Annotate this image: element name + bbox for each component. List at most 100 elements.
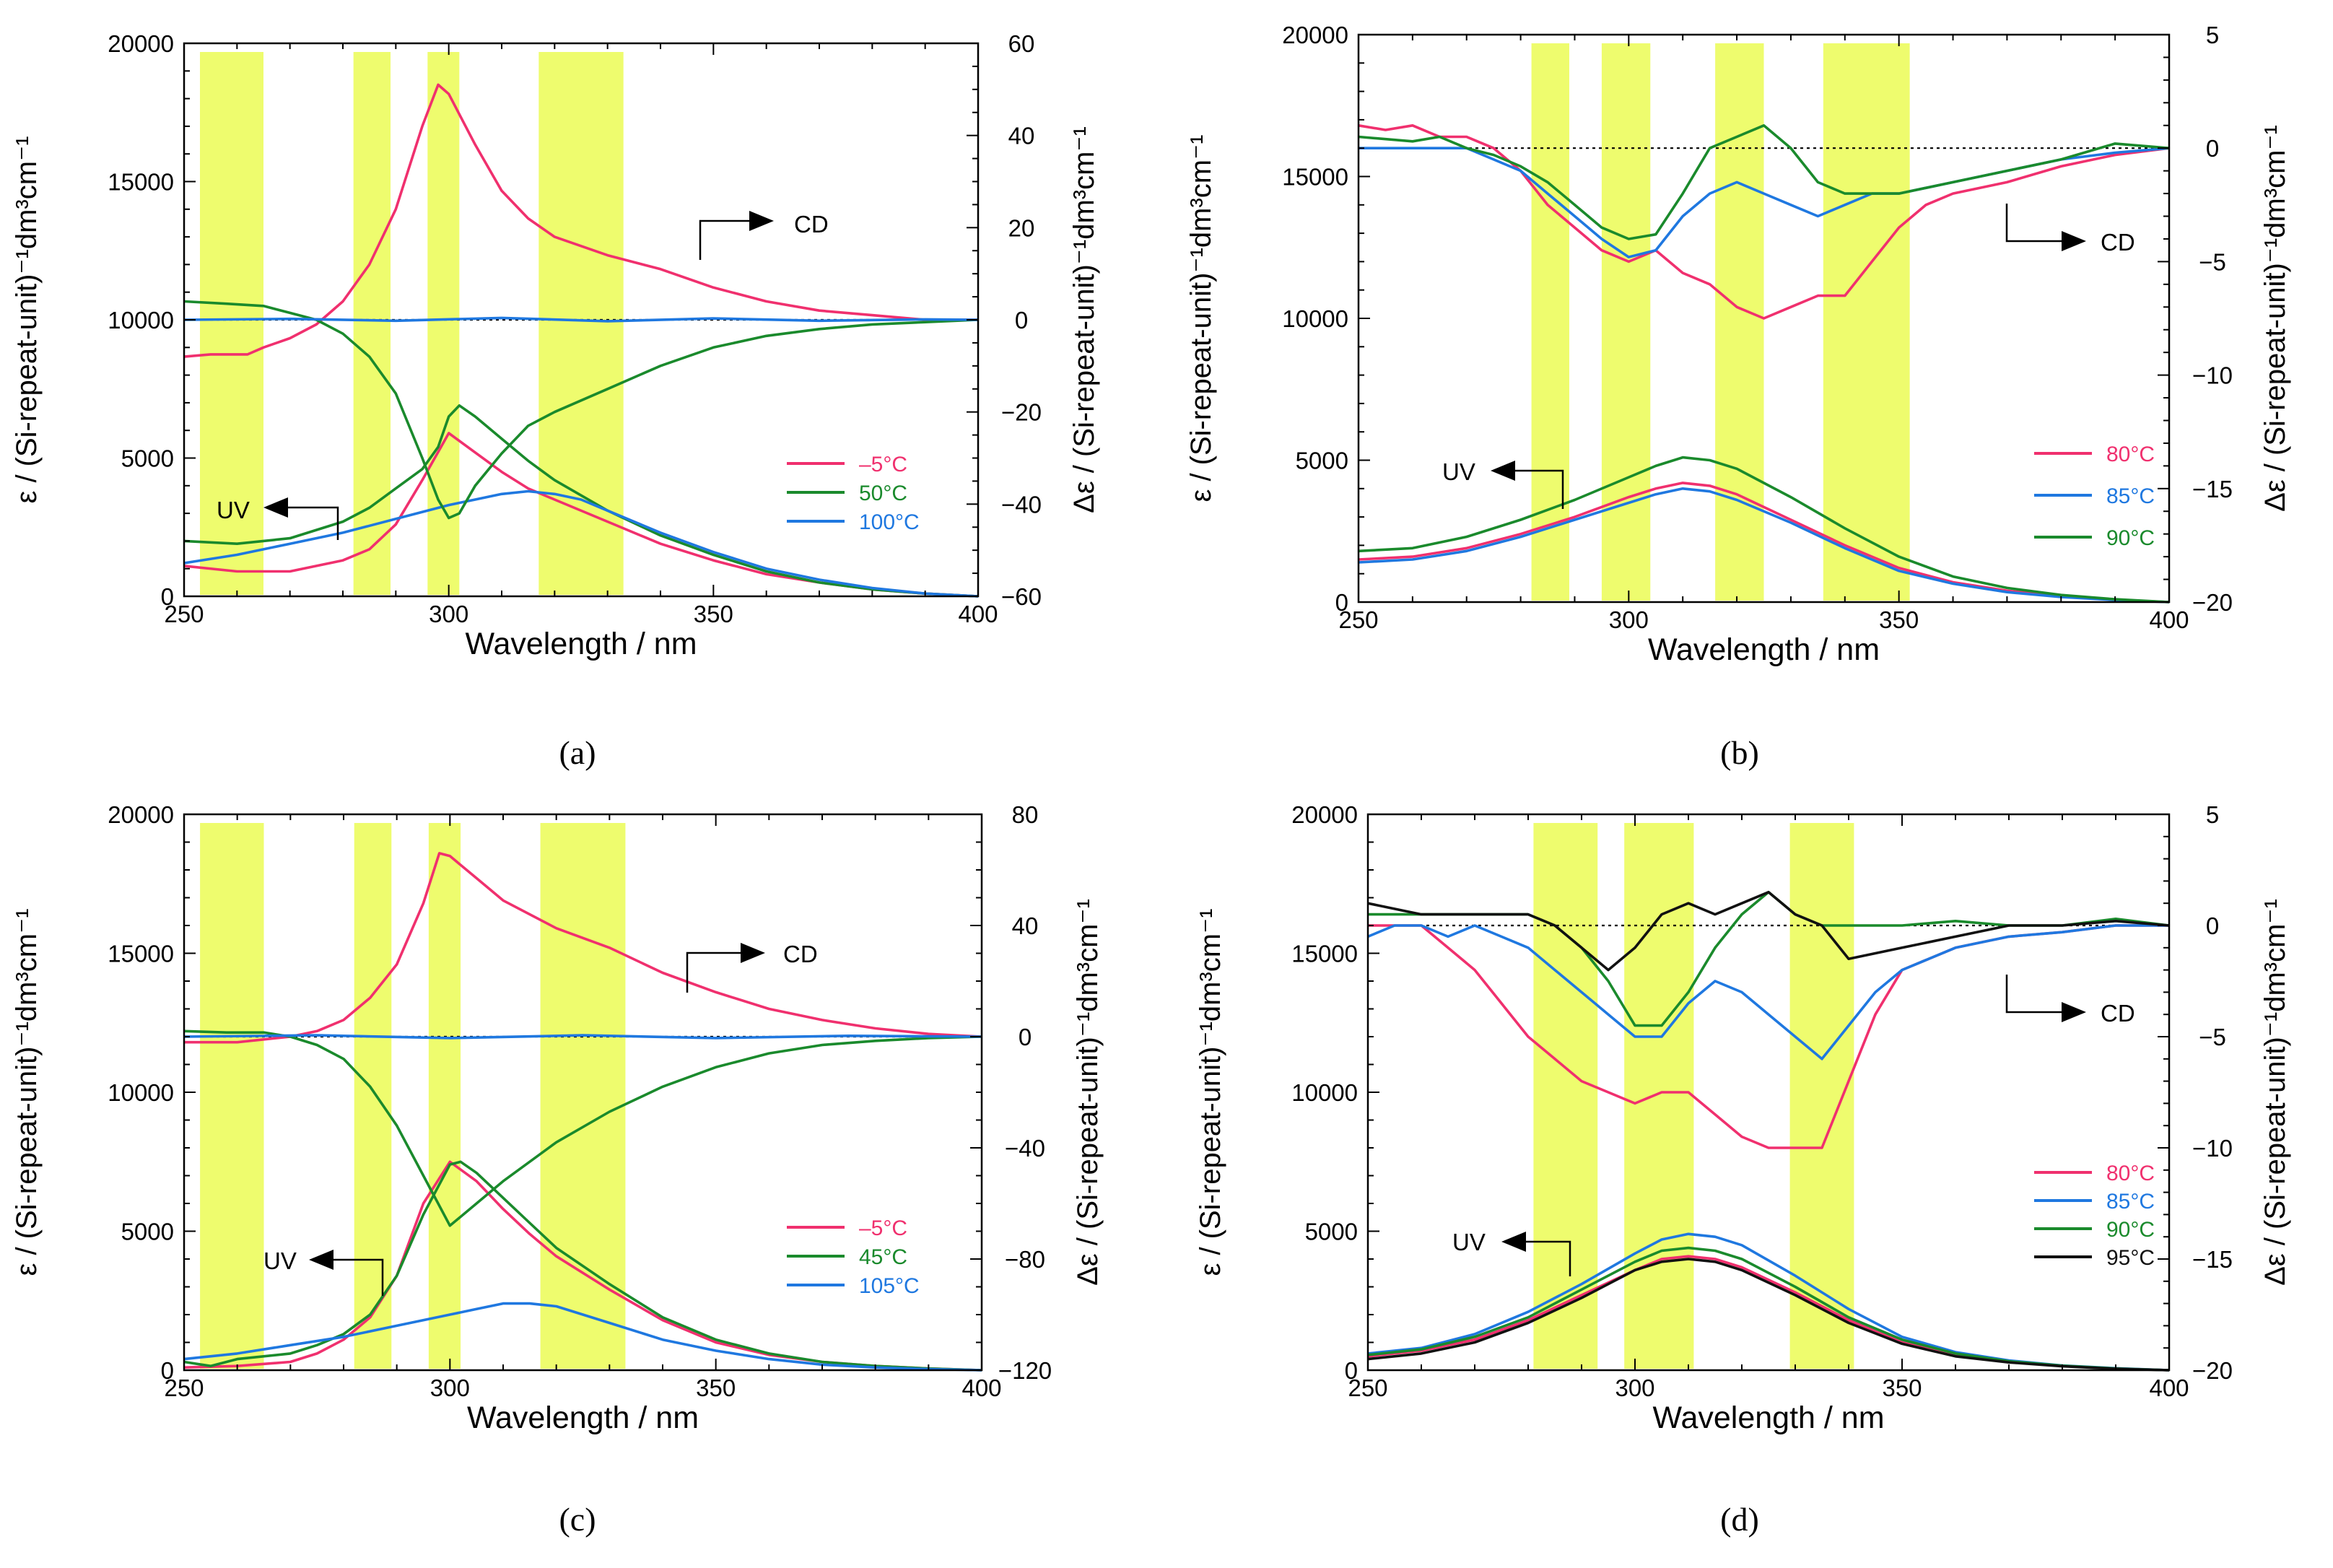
x-axis-title: Wavelength / nm (467, 1401, 699, 1435)
y-axis-title: ε / (Si-repeat-unit)⁻¹dm³cm⁻¹ (1185, 134, 1217, 502)
y2-tick-label: 80 (1012, 801, 1039, 828)
y2-tick-label: 40 (1012, 913, 1039, 939)
y-tick-label: 0 (161, 1357, 174, 1384)
x-tick-label: 250 (164, 1375, 204, 1401)
y-tick-label: 10000 (108, 307, 174, 334)
chart-panel-d: 250 300 350 400 0 5000 10000 15000 20000 −20 −15 −1… (1195, 801, 2291, 1538)
y-tick-label: 0 (161, 583, 174, 610)
uv-annotation-label: UV (263, 1247, 297, 1274)
x-tick-label: 300 (429, 601, 468, 627)
highlight-band-1 (200, 823, 264, 1369)
legend-label-1: –5°C (859, 1216, 907, 1240)
x-axis-title: Wavelength / nm (1652, 1401, 1884, 1435)
y-tick-label: 10000 (1282, 305, 1348, 332)
cd-series-line-1 (184, 852, 982, 1044)
cd-series-line-3 (183, 1034, 982, 1040)
cd-series-line-4 (1367, 891, 2170, 972)
y2-axis-title: Δε / (Si-repeat-unit)⁻¹dm³cm⁻¹ (1072, 899, 1104, 1286)
chart-panel-c: 250 300 350 40005000100001500020000−120−80−… (11, 801, 1104, 1538)
highlight-band-1 (1531, 43, 1569, 601)
y2-tick-label: −20 (1001, 399, 1042, 426)
legend-label-3: 105°C (859, 1274, 920, 1298)
uv-arrow-stem (285, 506, 339, 540)
uv-arrow-stem (331, 1258, 384, 1296)
y2-tick-label: −10 (2192, 1135, 2233, 1162)
y2-axis-title: Δε / (Si-repeat-unit)⁻¹dm³cm⁻¹ (1068, 126, 1100, 513)
y2-tick-label: 0 (2206, 913, 2219, 939)
uv-series-line-3 (1358, 456, 2170, 604)
x-tick-label: 350 (1879, 606, 1919, 633)
x-tick-label: 400 (2149, 1375, 2189, 1401)
y2-tick-label: 5 (2206, 22, 2219, 48)
panel-caption: (a) (559, 734, 596, 771)
y2-tick-label: 40 (1008, 123, 1035, 149)
y-tick-label: 5000 (1305, 1219, 1358, 1245)
uv-annotation-label: UV (1452, 1229, 1486, 1255)
y-tick-label: 15000 (1282, 164, 1348, 191)
highlight-band-2 (354, 823, 392, 1369)
y-axis-title: ε / (Si-repeat-unit)⁻¹dm³cm⁻¹ (11, 908, 43, 1276)
uv-annotation-label: UV (1442, 458, 1475, 485)
uv-arrow-stem (1523, 1240, 1571, 1276)
x-tick-label: 400 (2149, 606, 2189, 633)
y2-tick-label: −20 (2192, 1357, 2233, 1384)
cd-series-line-2 (1367, 924, 2169, 1060)
x-axis-title: Wavelength / nm (1648, 632, 1880, 667)
uv-arrow-head-icon (1501, 1232, 1526, 1252)
cd-annotation-label: CD (2101, 1000, 2135, 1027)
y-tick-label: 15000 (108, 169, 174, 196)
y2-tick-label: −20 (2192, 589, 2233, 616)
cd-arrow-stem (699, 219, 752, 260)
x-tick-label: 350 (1882, 1375, 1922, 1401)
x-tick-label: 300 (1615, 1375, 1654, 1401)
x-tick-label: 350 (696, 1375, 736, 1401)
y2-tick-label: 60 (1008, 30, 1035, 57)
legend-label-2: 85°C (2106, 484, 2155, 508)
y-tick-label: 20000 (1282, 22, 1348, 48)
y2-tick-label: 0 (1015, 307, 1028, 334)
y2-tick-label: −15 (2192, 1246, 2233, 1273)
highlight-band-2 (1624, 823, 1694, 1369)
cd-series-line-3 (1358, 124, 2170, 240)
uv-series-line-2 (1367, 1232, 2170, 1372)
uv-arrow-head-icon (309, 1250, 333, 1270)
legend-label-3: 90°C (2106, 526, 2155, 550)
cd-arrow-head-icon (749, 211, 774, 231)
highlight-band-3 (1715, 43, 1764, 601)
y-tick-label: 20000 (108, 30, 174, 57)
y-tick-label: 10000 (1291, 1079, 1358, 1106)
x-tick-label: 300 (1609, 606, 1649, 633)
cd-arrow-stem (686, 951, 743, 993)
highlight-band-3 (427, 52, 460, 595)
legend-label-4: 95°C (2106, 1246, 2155, 1270)
highlight-band-1 (1533, 823, 1598, 1369)
legend-label-1: –5°C (859, 453, 907, 476)
uv-arrow-head-icon (263, 497, 288, 518)
x-tick-label: 400 (961, 1375, 1001, 1401)
cd-series-line-1 (1368, 924, 2169, 1149)
cd-series-line-3 (183, 316, 979, 323)
y2-axis-title: Δε / (Si-repeat-unit)⁻¹dm³cm⁻¹ (2259, 125, 2291, 512)
uv-series-line-2 (183, 1160, 982, 1372)
y-tick-label: 20000 (1291, 801, 1358, 828)
panel-caption: (b) (1720, 734, 1759, 771)
panel-caption: (c) (559, 1501, 596, 1538)
uv-arrow-stem (1512, 469, 1564, 509)
y2-tick-label: 0 (2206, 135, 2219, 162)
y-tick-label: 15000 (108, 941, 174, 967)
highlight-band-3 (1789, 823, 1854, 1369)
legend-label-2: 50°C (859, 482, 907, 505)
x-axis-title: Wavelength / nm (465, 627, 697, 661)
y-tick-label: 15000 (1291, 941, 1358, 967)
y-tick-label: 5000 (1296, 448, 1348, 474)
legend-label-2: 85°C (2106, 1190, 2155, 1214)
y2-tick-label: −40 (1005, 1135, 1045, 1162)
x-tick-label: 250 (1348, 1375, 1387, 1401)
uv-series-line-4 (1367, 1258, 2170, 1372)
cd-series-line-1 (1358, 124, 2170, 320)
y2-axis-title: Δε / (Si-repeat-unit)⁻¹dm³cm⁻¹ (2259, 899, 2291, 1286)
x-tick-label: 250 (164, 601, 204, 627)
y2-tick-label: 0 (1019, 1024, 1032, 1050)
y-tick-label: 0 (1345, 1357, 1358, 1384)
cd-arrow-stem (2005, 975, 2064, 1014)
